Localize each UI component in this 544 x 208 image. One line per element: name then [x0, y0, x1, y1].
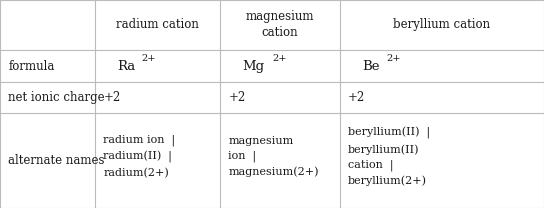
Text: Ra: Ra: [117, 59, 135, 73]
Text: Be: Be: [362, 59, 379, 73]
Text: magnesium
cation: magnesium cation: [246, 10, 314, 40]
Text: beryllium(II)  |
beryllium(II)
cation  |
beryllium(2+): beryllium(II) | beryllium(II) cation | b…: [348, 127, 430, 186]
Text: 2+: 2+: [141, 54, 156, 63]
Text: +2: +2: [348, 91, 366, 104]
Text: radium cation: radium cation: [116, 19, 199, 31]
Text: alternate names: alternate names: [8, 154, 104, 167]
Text: 2+: 2+: [272, 54, 287, 63]
Text: 2+: 2+: [386, 54, 401, 63]
Text: +2: +2: [228, 91, 246, 104]
Text: radium ion  |
radium(II)  |
radium(2+): radium ion | radium(II) | radium(2+): [103, 135, 176, 178]
Text: beryllium cation: beryllium cation: [393, 19, 491, 31]
Text: magnesium
ion  |
magnesium(2+): magnesium ion | magnesium(2+): [228, 136, 319, 177]
Text: net ionic charge: net ionic charge: [8, 91, 105, 104]
Text: Mg: Mg: [242, 59, 264, 73]
Text: +2: +2: [103, 91, 121, 104]
Text: formula: formula: [8, 59, 54, 73]
